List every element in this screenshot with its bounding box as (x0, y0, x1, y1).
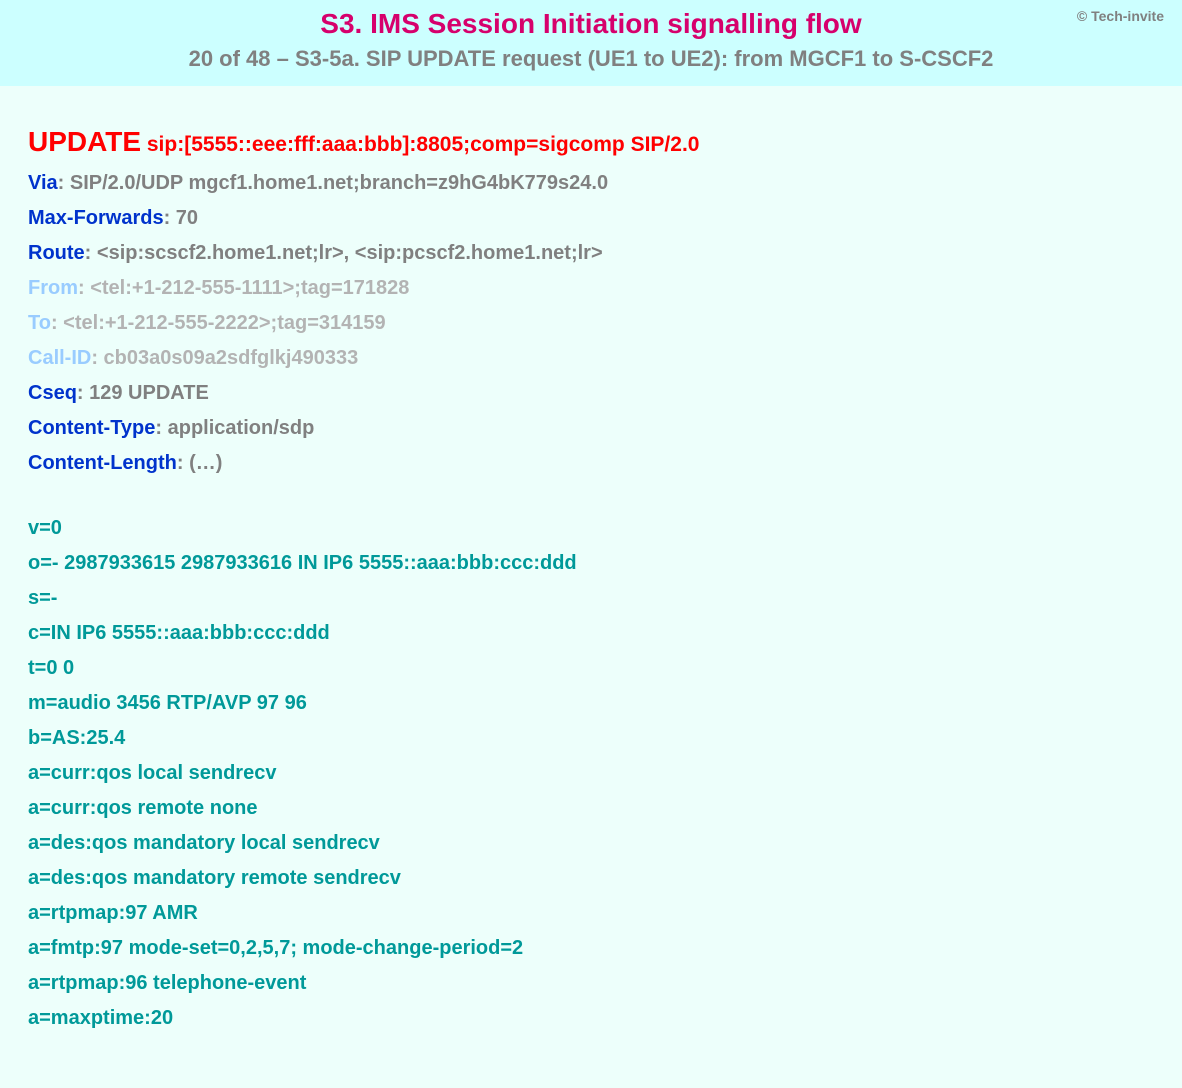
sip-method: UPDATE (28, 126, 141, 157)
sip-header-line: Route: <sip:scscf2.home1.net;lr>, <sip:p… (28, 242, 1154, 265)
header-banner: © Tech-invite S3. IMS Session Initiation… (0, 0, 1182, 86)
sip-header-line: Content-Type: application/sdp (28, 417, 1154, 440)
sdp-line: a=curr:qos local sendrecv (28, 762, 1154, 785)
sdp-line: m=audio 3456 RTP/AVP 97 96 (28, 692, 1154, 715)
sdp-line: a=rtpmap:96 telephone-event (28, 972, 1154, 995)
sip-request-uri: sip:[5555::eee:fff:aaa:bbb]:8805;comp=si… (141, 133, 699, 156)
page-title: S3. IMS Session Initiation signalling fl… (18, 8, 1164, 40)
sip-header-value: : (…) (177, 452, 223, 474)
sip-header-name: Content-Length (28, 452, 177, 474)
sdp-line: o=- 2987933615 2987933616 IN IP6 5555::a… (28, 552, 1154, 575)
sip-header-line: Max-Forwards: 70 (28, 207, 1154, 230)
sip-headers-block: Via: SIP/2.0/UDP mgcf1.home1.net;branch=… (28, 172, 1154, 475)
sdp-line: a=rtpmap:97 AMR (28, 902, 1154, 925)
sip-header-line: To: <tel:+1-212-555-2222>;tag=314159 (28, 312, 1154, 335)
sdp-line: a=maxptime:20 (28, 1007, 1154, 1030)
sip-header-name: Via (28, 172, 58, 194)
sip-header-line: Via: SIP/2.0/UDP mgcf1.home1.net;branch=… (28, 172, 1154, 195)
sip-header-line: From: <tel:+1-212-555-1111>;tag=171828 (28, 277, 1154, 300)
sdp-line: a=des:qos mandatory remote sendrecv (28, 867, 1154, 890)
sip-header-name: Route (28, 242, 85, 264)
sip-header-line: Call-ID: cb03a0s09a2sdfglkj490333 (28, 347, 1154, 370)
sdp-line: a=fmtp:97 mode-set=0,2,5,7; mode-change-… (28, 937, 1154, 960)
sip-header-value: : SIP/2.0/UDP mgcf1.home1.net;branch=z9h… (58, 172, 608, 194)
sip-header-value: : 70 (164, 207, 198, 229)
sdp-line: b=AS:25.4 (28, 727, 1154, 750)
spacer (28, 487, 1154, 517)
message-content: UPDATE sip:[5555::eee:fff:aaa:bbb]:8805;… (0, 86, 1182, 1062)
sip-request-line: UPDATE sip:[5555::eee:fff:aaa:bbb]:8805;… (28, 126, 1154, 158)
sdp-line: s=- (28, 587, 1154, 610)
sip-header-value: : application/sdp (155, 417, 314, 439)
sdp-line: a=des:qos mandatory local sendrecv (28, 832, 1154, 855)
sdp-line: v=0 (28, 517, 1154, 540)
sip-header-name: Content-Type (28, 417, 155, 439)
sip-header-line: Content-Length: (…) (28, 452, 1154, 475)
sip-header-name: Max-Forwards (28, 207, 164, 229)
sip-header-name: Cseq (28, 382, 77, 404)
sip-header-value: : <sip:scscf2.home1.net;lr>, <sip:pcscf2… (85, 242, 603, 264)
sip-header-value: : <tel:+1-212-555-1111>;tag=171828 (78, 277, 409, 299)
page-subtitle: 20 of 48 – S3-5a. SIP UPDATE request (UE… (18, 46, 1164, 72)
sdp-line: c=IN IP6 5555::aaa:bbb:ccc:ddd (28, 622, 1154, 645)
copyright-text: © Tech-invite (1077, 8, 1164, 24)
sip-header-value: : 129 UPDATE (77, 382, 209, 404)
sip-header-value: : cb03a0s09a2sdfglkj490333 (91, 347, 358, 369)
sip-header-name: From (28, 277, 78, 299)
sip-header-name: Call-ID (28, 347, 91, 369)
sip-header-value: : <tel:+1-212-555-2222>;tag=314159 (51, 312, 386, 334)
sip-header-name: To (28, 312, 51, 334)
sdp-line: a=curr:qos remote none (28, 797, 1154, 820)
sip-header-line: Cseq: 129 UPDATE (28, 382, 1154, 405)
sdp-body-block: v=0 o=- 2987933615 2987933616 IN IP6 5555… (28, 517, 1154, 1030)
sdp-line: t=0 0 (28, 657, 1154, 680)
